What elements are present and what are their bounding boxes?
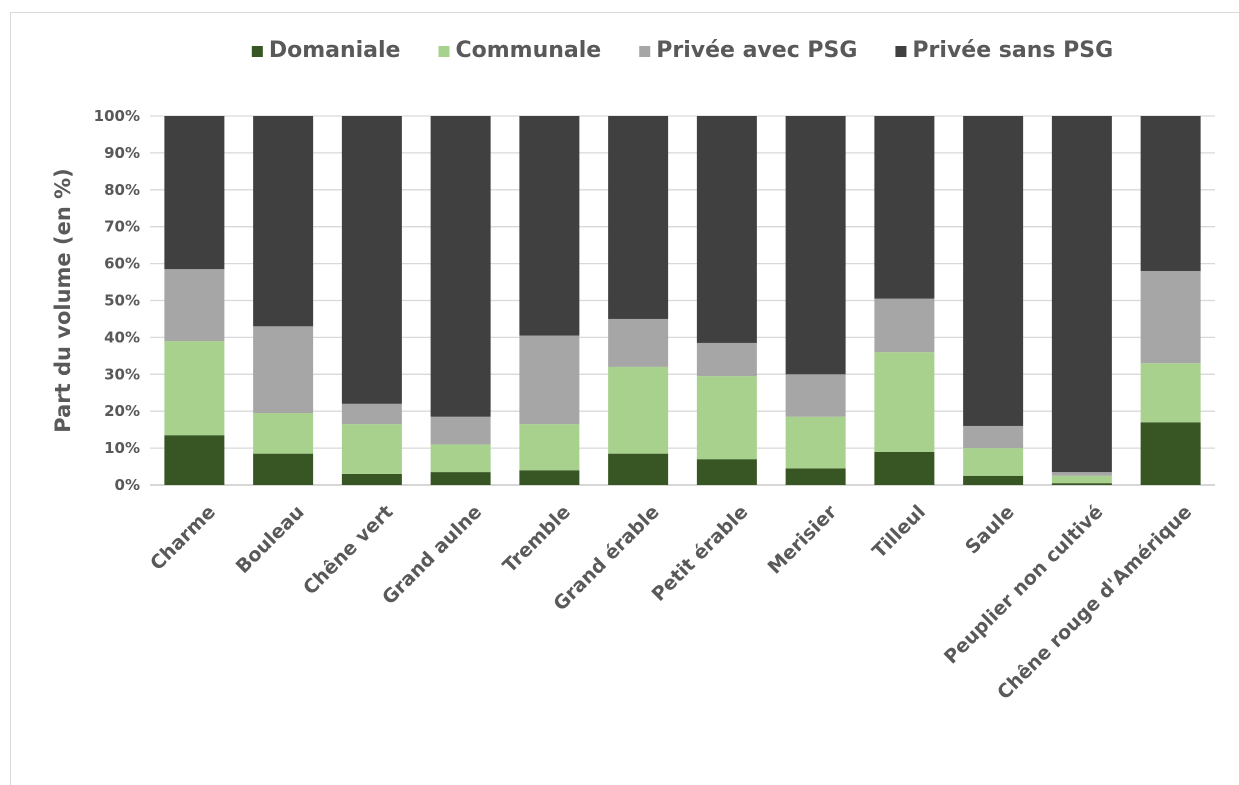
x-category-label: Chêne rouge d'Amérique — [993, 501, 1196, 704]
legend-swatch — [639, 46, 651, 57]
y-tick-label: 70% — [104, 218, 140, 236]
y-tick-label: 80% — [104, 181, 140, 199]
x-category-label: Charme — [146, 501, 220, 575]
bar-segment-communale — [785, 416, 846, 469]
bar-segment-domaniale — [1140, 422, 1201, 485]
x-category-label: Merisier — [764, 501, 842, 579]
bar-segment-domaniale — [608, 453, 669, 485]
bar-segment-priv-e-sans-psg — [1051, 116, 1112, 473]
gridlines — [150, 115, 1215, 486]
bar-segment-priv-e-sans-psg — [608, 116, 669, 319]
bar-segment-priv-e-avec-psg — [253, 326, 314, 414]
bar-segment-priv-e-avec-psg — [519, 335, 580, 425]
bar-segment-priv-e-avec-psg — [341, 403, 402, 425]
bar-segment-domaniale — [874, 451, 935, 485]
bar-segment-priv-e-avec-psg — [164, 269, 225, 342]
bar-segment-priv-e-sans-psg — [963, 116, 1024, 426]
legend-swatch — [438, 46, 450, 57]
bar-segment-priv-e-avec-psg — [874, 298, 935, 353]
y-tick-label: 10% — [104, 439, 140, 457]
legend-item: Privée avec PSG — [639, 38, 857, 63]
y-tick-label: 90% — [104, 144, 140, 162]
bar-segment-priv-e-sans-psg — [253, 116, 314, 327]
bar-segment-domaniale — [1051, 483, 1112, 485]
y-tick-label: 60% — [104, 255, 140, 273]
bar-segment-priv-e-sans-psg — [785, 116, 846, 375]
bar-segment-domaniale — [341, 473, 402, 485]
legend-item: Communale — [438, 38, 601, 63]
y-axis-ticks: 0% 10% 20% 30% 40% 50% 60% 70% 80% 90% 100% — [94, 107, 140, 494]
bar-segment-communale — [963, 448, 1024, 476]
chart-frame — [10, 12, 1239, 785]
legend-label: Privée avec PSG — [656, 38, 857, 63]
legend-label: Domaniale — [269, 38, 401, 63]
y-axis-label: Part du volume (en %) — [51, 168, 75, 432]
bar-segment-domaniale — [696, 459, 757, 485]
bar-segment-priv-e-sans-psg — [519, 116, 580, 336]
legend-item: Domaniale — [251, 38, 401, 63]
bar-segment-priv-e-avec-psg — [1140, 270, 1201, 364]
bar-segment-communale — [430, 444, 491, 473]
x-category-label: Chêne vert — [299, 501, 397, 599]
bar-segment-communale — [874, 352, 935, 452]
bar-segment-communale — [164, 341, 225, 436]
bar-segment-priv-e-avec-psg — [1051, 472, 1112, 476]
bar-segment-domaniale — [253, 453, 314, 485]
y-tick-label: 20% — [104, 402, 140, 420]
legend-item: Privée sans PSG — [895, 38, 1113, 63]
bar-segment-priv-e-sans-psg — [430, 116, 491, 417]
legend-label: Communale — [455, 38, 601, 63]
legend-label: Privée sans PSG — [912, 38, 1113, 63]
bar-segment-priv-e-sans-psg — [164, 116, 225, 270]
bar-segment-communale — [519, 424, 580, 471]
y-tick-label: 50% — [104, 292, 140, 310]
x-category-label: Tremble — [499, 501, 575, 577]
y-tick-label: 40% — [104, 328, 140, 346]
bars — [164, 116, 1201, 485]
x-category-label: Bouleau — [232, 501, 309, 578]
legend: Domaniale Communale Privée avec PSG Privée … — [251, 38, 1113, 63]
bar-segment-communale — [341, 424, 402, 474]
legend-swatch — [251, 46, 263, 57]
bar-segment-domaniale — [164, 435, 225, 485]
y-tick-label: 100% — [94, 107, 140, 125]
x-category-label: Tilleul — [868, 501, 930, 563]
bar-segment-domaniale — [430, 472, 491, 485]
x-category-label: Peuplier non cultivé — [940, 501, 1107, 668]
bar-segment-domaniale — [963, 475, 1024, 485]
bar-segment-priv-e-sans-psg — [874, 116, 935, 299]
y-tick-label: 30% — [104, 365, 140, 383]
bar-segment-communale — [608, 366, 669, 454]
bar-segment-priv-e-sans-psg — [696, 116, 757, 343]
bar-segment-communale — [253, 413, 314, 454]
bar-segment-communale — [1140, 363, 1201, 423]
bar-segment-priv-e-sans-psg — [341, 116, 402, 404]
x-category-label: Saule — [961, 501, 1019, 559]
y-tick-label: 0% — [115, 476, 140, 494]
bar-segment-priv-e-avec-psg — [608, 318, 669, 367]
bar-segment-communale — [1051, 475, 1112, 484]
bar-segment-priv-e-avec-psg — [785, 374, 846, 417]
bar-segment-domaniale — [785, 468, 846, 485]
legend-swatch — [895, 46, 907, 57]
bar-segment-priv-e-sans-psg — [1140, 116, 1201, 271]
bar-segment-priv-e-avec-psg — [963, 425, 1024, 449]
bar-segment-domaniale — [519, 470, 580, 485]
bar-segment-priv-e-avec-psg — [430, 416, 491, 445]
bar-segment-priv-e-avec-psg — [696, 342, 757, 377]
bar-segment-communale — [696, 376, 757, 460]
